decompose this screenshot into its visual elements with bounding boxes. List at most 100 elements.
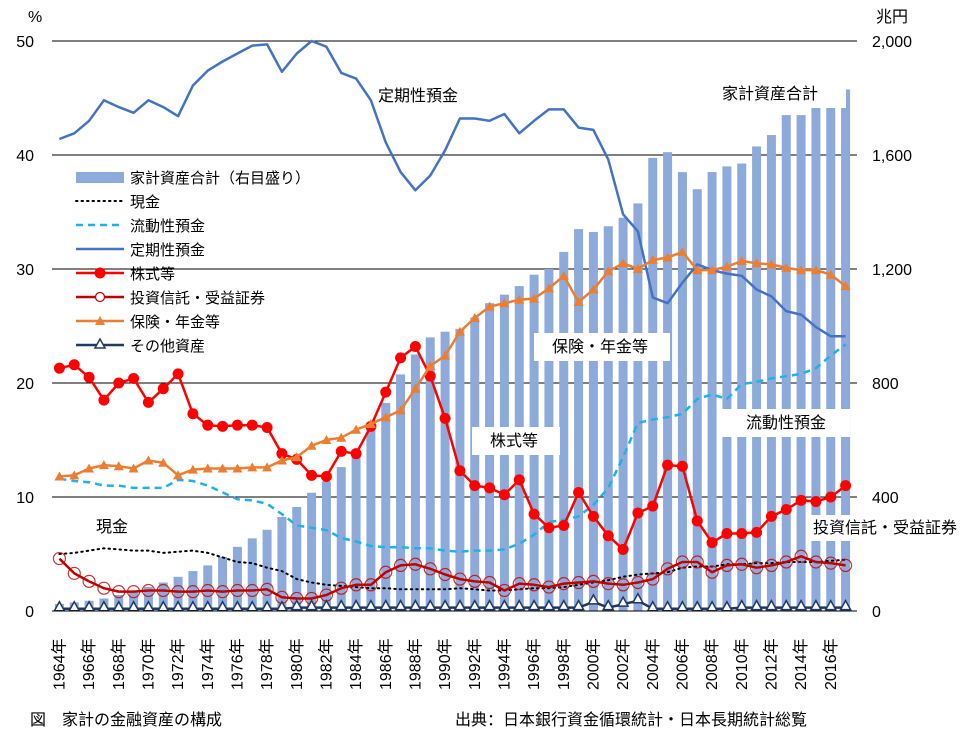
point-保険・年金等-2012 xyxy=(766,259,777,269)
point-保険・年金等-2013 xyxy=(781,262,792,272)
point-投資信託・受益証券-1991 xyxy=(453,572,467,586)
point-株式等-1967 xyxy=(98,394,110,406)
point-株式等-1982 xyxy=(320,470,332,482)
point-株式等-1971 xyxy=(157,383,169,395)
x-tick-label: 1992年 xyxy=(466,638,484,690)
point-その他資産-1988 xyxy=(409,599,422,611)
line-現金 xyxy=(58,547,847,592)
left-tick-label: 10 xyxy=(16,490,34,507)
annotation-bg xyxy=(90,514,138,540)
annotation-label: 家計資産合計 xyxy=(722,84,818,103)
x-tick-label: 2012年 xyxy=(762,638,780,690)
point-その他資産-1998 xyxy=(557,599,571,611)
point-投資信託・受益証券-2009 xyxy=(720,558,734,573)
point-保険・年金等-1983 xyxy=(336,432,347,442)
point-保険・年金等-1979 xyxy=(276,455,287,465)
point-投資信託・受益証券-1997 xyxy=(542,580,556,594)
bar-2003 xyxy=(633,203,643,611)
legend-marker xyxy=(94,291,106,303)
point-投資信託・受益証券-2002 xyxy=(616,578,630,592)
legend-item: 家計資産合計（右目盛り） xyxy=(76,169,310,187)
point-株式等-1983 xyxy=(335,445,347,457)
point-株式等-1989 xyxy=(424,370,436,382)
legend-item: 流動性預金 xyxy=(76,217,205,235)
legend-swatch xyxy=(76,172,124,183)
bar-1989 xyxy=(425,337,435,611)
point-投資信託・受益証券-1972 xyxy=(171,585,185,599)
bar-1976 xyxy=(232,546,242,611)
point-保険・年金等-1987 xyxy=(395,405,406,415)
point-その他資産-2015 xyxy=(809,599,823,611)
point-その他資産-1984 xyxy=(349,599,363,611)
point-保険・年金等-1984 xyxy=(351,424,362,434)
point-保険・年金等-1995 xyxy=(514,294,525,304)
point-投資信託・受益証券-1998 xyxy=(557,577,571,591)
point-保険・年金等-2001 xyxy=(603,266,614,276)
bar-2005 xyxy=(663,152,673,611)
point-その他資産-1985 xyxy=(364,599,378,611)
point-投資信託・受益証券-1970 xyxy=(141,583,156,598)
bar-1972 xyxy=(173,576,183,611)
bar-1988 xyxy=(410,354,420,611)
left-tick-label: 20 xyxy=(16,376,34,393)
annotation-bg xyxy=(694,80,846,108)
point-保険・年金等-1988 xyxy=(410,383,421,393)
point-保険・年金等-2005 xyxy=(662,252,673,262)
point-投資信託・受益証券-1996 xyxy=(527,578,541,592)
point-株式等-2017 xyxy=(840,480,852,492)
point-株式等-1965 xyxy=(68,359,80,371)
x-tick-label: 1976年 xyxy=(228,638,246,690)
point-投資信託・受益証券-2013 xyxy=(779,555,793,569)
point-その他資産-2001 xyxy=(601,599,615,611)
point-株式等-1978 xyxy=(261,421,273,433)
point-投資信託・受益証券-1985 xyxy=(364,578,378,592)
bar-1970 xyxy=(143,586,153,611)
point-保険・年金等-1989 xyxy=(425,360,436,370)
point-投資信託・受益証券-1994 xyxy=(497,583,512,598)
point-保険・年金等-2008 xyxy=(707,265,718,275)
annotation-label: 株式等 xyxy=(490,431,538,450)
x-tick-label: 1974年 xyxy=(199,638,217,690)
point-保険・年金等-1964 xyxy=(54,471,65,481)
point-その他資産-1999 xyxy=(572,599,585,611)
point-株式等-1984 xyxy=(350,448,362,460)
point-その他資産-2016 xyxy=(824,599,838,611)
point-保険・年金等-1997 xyxy=(543,283,554,293)
point-その他資産-1992 xyxy=(468,599,482,611)
point-株式等-1988 xyxy=(409,341,421,353)
legend-label: 家計資産合計（右目盛り） xyxy=(130,169,310,187)
bar-2000 xyxy=(588,231,598,611)
point-保険・年金等-1972 xyxy=(173,470,184,480)
left-tick-label: 0 xyxy=(25,604,34,621)
point-保険・年金等-1996 xyxy=(529,293,540,303)
point-その他資産-2014 xyxy=(794,599,808,611)
point-投資信託・受益証券-1999 xyxy=(571,575,586,590)
point-投資信託・受益証券-2000 xyxy=(586,574,601,588)
legend-marker xyxy=(93,337,107,349)
x-tick-label: 1978年 xyxy=(258,638,276,690)
x-tick-label: 2000年 xyxy=(584,638,602,690)
point-保険・年金等-1999 xyxy=(573,297,584,307)
bar-2012 xyxy=(766,135,776,612)
x-tick-label: 1964年 xyxy=(50,638,68,690)
annotation-bg xyxy=(720,409,850,437)
bar-1990 xyxy=(440,331,450,611)
legend-label: 定期性預金 xyxy=(130,241,205,259)
annotation-bg xyxy=(372,82,464,110)
point-株式等-1987 xyxy=(395,352,407,364)
left-tick-label: 50 xyxy=(16,34,34,51)
x-tick-label: 1996年 xyxy=(525,638,543,690)
bar-1999 xyxy=(574,229,584,611)
point-投資信託・受益証券-1993 xyxy=(482,575,497,590)
point-その他資産-1980 xyxy=(290,599,304,611)
legend: 家計資産合計（右目盛り） 現金流動性預金定期性預金株式等投資信託・受益証券保険・年… xyxy=(75,169,310,355)
x-tick-label: 1998年 xyxy=(555,638,573,690)
bar-1981 xyxy=(307,492,317,611)
x-tick-label: 1990年 xyxy=(436,638,454,690)
point-投資信託・受益証券-1986 xyxy=(379,565,393,579)
point-投資信託・受益証券-2017 xyxy=(838,558,853,573)
point-株式等-1976 xyxy=(231,419,243,431)
point-投資信託・受益証券-1992 xyxy=(468,574,482,588)
point-保険・年金等-1985 xyxy=(365,419,376,429)
x-tick-label: 1988年 xyxy=(406,638,424,690)
